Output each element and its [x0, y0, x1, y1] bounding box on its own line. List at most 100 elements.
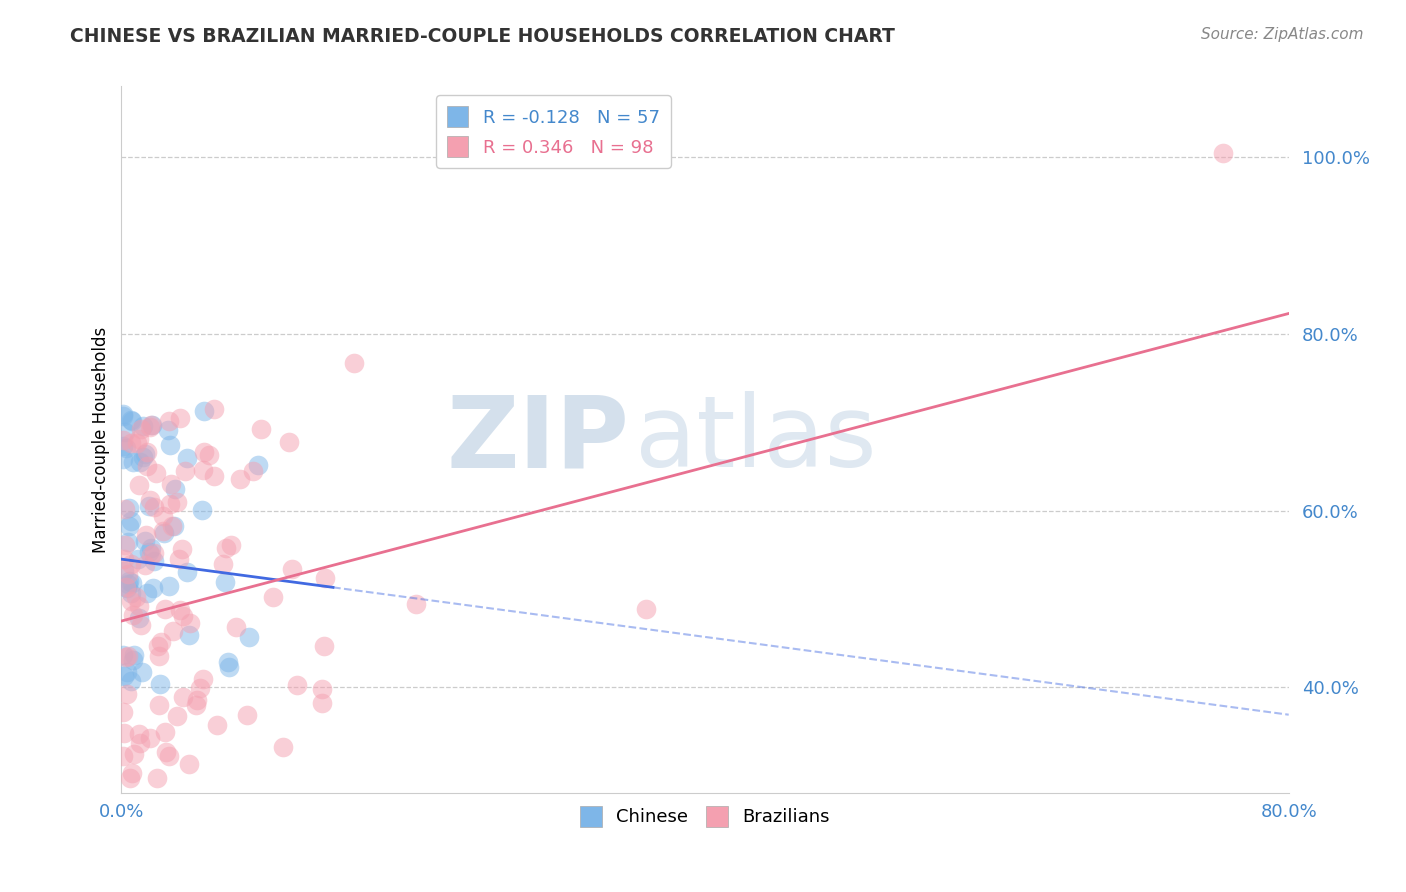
Point — [152, 509, 174, 524]
Point — [121, 576, 143, 591]
Point — [271, 740, 294, 755]
Point — [285, 678, 308, 692]
Point — [131, 618, 153, 632]
Point — [212, 557, 235, 571]
Point — [127, 551, 149, 566]
Point — [249, 421, 271, 435]
Point — [111, 407, 134, 421]
Point — [139, 418, 162, 433]
Point — [139, 548, 162, 562]
Point — [139, 541, 162, 555]
Point — [149, 677, 172, 691]
Point — [159, 477, 181, 491]
Point — [179, 628, 201, 642]
Point — [138, 500, 160, 514]
Point — [117, 535, 139, 549]
Point — [146, 771, 169, 785]
Point — [117, 577, 139, 591]
Point — [142, 546, 165, 560]
Point — [162, 519, 184, 533]
Point — [115, 441, 138, 455]
Point — [170, 541, 193, 556]
Point — [112, 551, 135, 566]
Point — [262, 590, 284, 604]
Point — [169, 411, 191, 425]
Point — [176, 566, 198, 580]
Point — [132, 419, 155, 434]
Point — [118, 771, 141, 785]
Point — [176, 450, 198, 465]
Point — [177, 756, 200, 771]
Point — [114, 502, 136, 516]
Point — [142, 500, 165, 514]
Point — [157, 423, 180, 437]
Point — [112, 564, 135, 578]
Point — [281, 561, 304, 575]
Point — [191, 502, 214, 516]
Point — [242, 464, 264, 478]
Point — [218, 660, 240, 674]
Point — [127, 436, 149, 450]
Point — [129, 455, 152, 469]
Point — [120, 557, 142, 571]
Point — [117, 648, 139, 663]
Point — [215, 541, 238, 555]
Point — [128, 599, 150, 613]
Point — [125, 591, 148, 605]
Point — [155, 745, 177, 759]
Point — [172, 608, 194, 623]
Point — [167, 552, 190, 566]
Point — [193, 403, 215, 417]
Point — [246, 458, 269, 472]
Point — [191, 673, 214, 687]
Point — [1212, 145, 1234, 160]
Point — [131, 665, 153, 679]
Point — [155, 725, 177, 739]
Text: ZIP: ZIP — [446, 392, 630, 488]
Point — [128, 478, 150, 492]
Point — [184, 698, 207, 712]
Point — [128, 610, 150, 624]
Point — [152, 524, 174, 538]
Point — [115, 650, 138, 665]
Point — [198, 448, 221, 462]
Point — [217, 655, 239, 669]
Point — [157, 749, 180, 764]
Point — [111, 433, 134, 447]
Point — [114, 425, 136, 439]
Point — [160, 519, 183, 533]
Point — [229, 473, 252, 487]
Point — [150, 635, 173, 649]
Point — [311, 681, 333, 696]
Point — [238, 630, 260, 644]
Point — [145, 466, 167, 480]
Point — [162, 624, 184, 638]
Point — [121, 607, 143, 622]
Point — [634, 602, 657, 616]
Point — [117, 582, 139, 596]
Point — [225, 620, 247, 634]
Point — [120, 586, 142, 600]
Point — [179, 615, 201, 630]
Point — [205, 718, 228, 732]
Point — [121, 455, 143, 469]
Point — [136, 445, 159, 459]
Point — [193, 445, 215, 459]
Text: CHINESE VS BRAZILIAN MARRIED-COUPLE HOUSEHOLDS CORRELATION CHART: CHINESE VS BRAZILIAN MARRIED-COUPLE HOUS… — [70, 27, 896, 45]
Point — [131, 422, 153, 436]
Point — [202, 469, 225, 483]
Point — [159, 438, 181, 452]
Point — [120, 436, 142, 450]
Point — [139, 492, 162, 507]
Point — [135, 586, 157, 600]
Point — [166, 495, 188, 509]
Point — [143, 554, 166, 568]
Point — [122, 648, 145, 662]
Point — [311, 696, 333, 710]
Point — [193, 463, 215, 477]
Text: Source: ZipAtlas.com: Source: ZipAtlas.com — [1201, 27, 1364, 42]
Point — [188, 681, 211, 695]
Point — [135, 458, 157, 473]
Point — [115, 580, 138, 594]
Point — [314, 571, 336, 585]
